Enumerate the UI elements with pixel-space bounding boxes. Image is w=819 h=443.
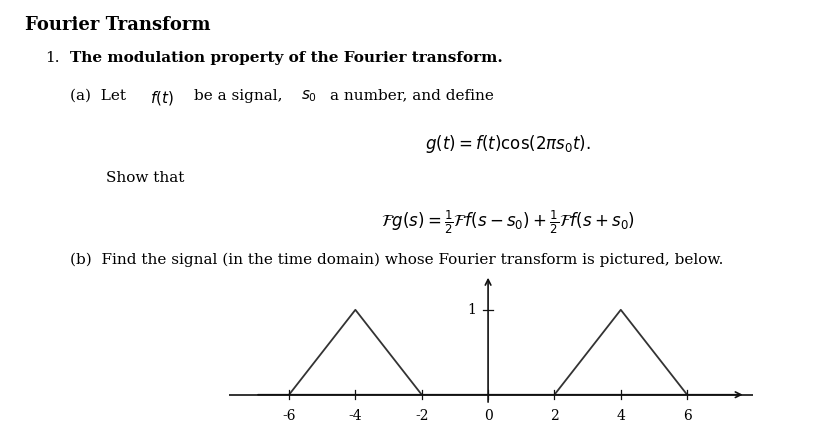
- Text: (b)  Find the signal (in the time domain) whose Fourier transform is pictured, b: (b) Find the signal (in the time domain)…: [70, 253, 723, 267]
- Text: (a)  Let: (a) Let: [70, 89, 130, 103]
- Text: 0: 0: [484, 409, 492, 423]
- Text: 4: 4: [617, 409, 625, 423]
- Text: The modulation property of the Fourier transform.: The modulation property of the Fourier t…: [70, 51, 502, 65]
- Text: 6: 6: [683, 409, 691, 423]
- Text: $g(t) = f(t)\cos(2\pi s_0 t).$: $g(t) = f(t)\cos(2\pi s_0 t).$: [425, 133, 590, 155]
- Text: -4: -4: [349, 409, 362, 423]
- Text: Fourier Transform: Fourier Transform: [25, 16, 210, 34]
- Text: be a signal,: be a signal,: [194, 89, 283, 103]
- Text: -2: -2: [415, 409, 428, 423]
- Text: Show that: Show that: [106, 171, 185, 185]
- Text: 1.: 1.: [45, 51, 60, 65]
- Text: $s_0$: $s_0$: [301, 89, 318, 104]
- Text: 2: 2: [550, 409, 559, 423]
- Text: $f(t)$: $f(t)$: [150, 89, 174, 107]
- Text: 1: 1: [468, 303, 477, 317]
- Text: a number, and define: a number, and define: [330, 89, 494, 103]
- Text: $\mathcal{F}g(s) = \frac{1}{2}\mathcal{F}f(s - s_0) + \frac{1}{2}\mathcal{F}f(s : $\mathcal{F}g(s) = \frac{1}{2}\mathcal{F…: [381, 208, 635, 236]
- Text: -6: -6: [283, 409, 296, 423]
